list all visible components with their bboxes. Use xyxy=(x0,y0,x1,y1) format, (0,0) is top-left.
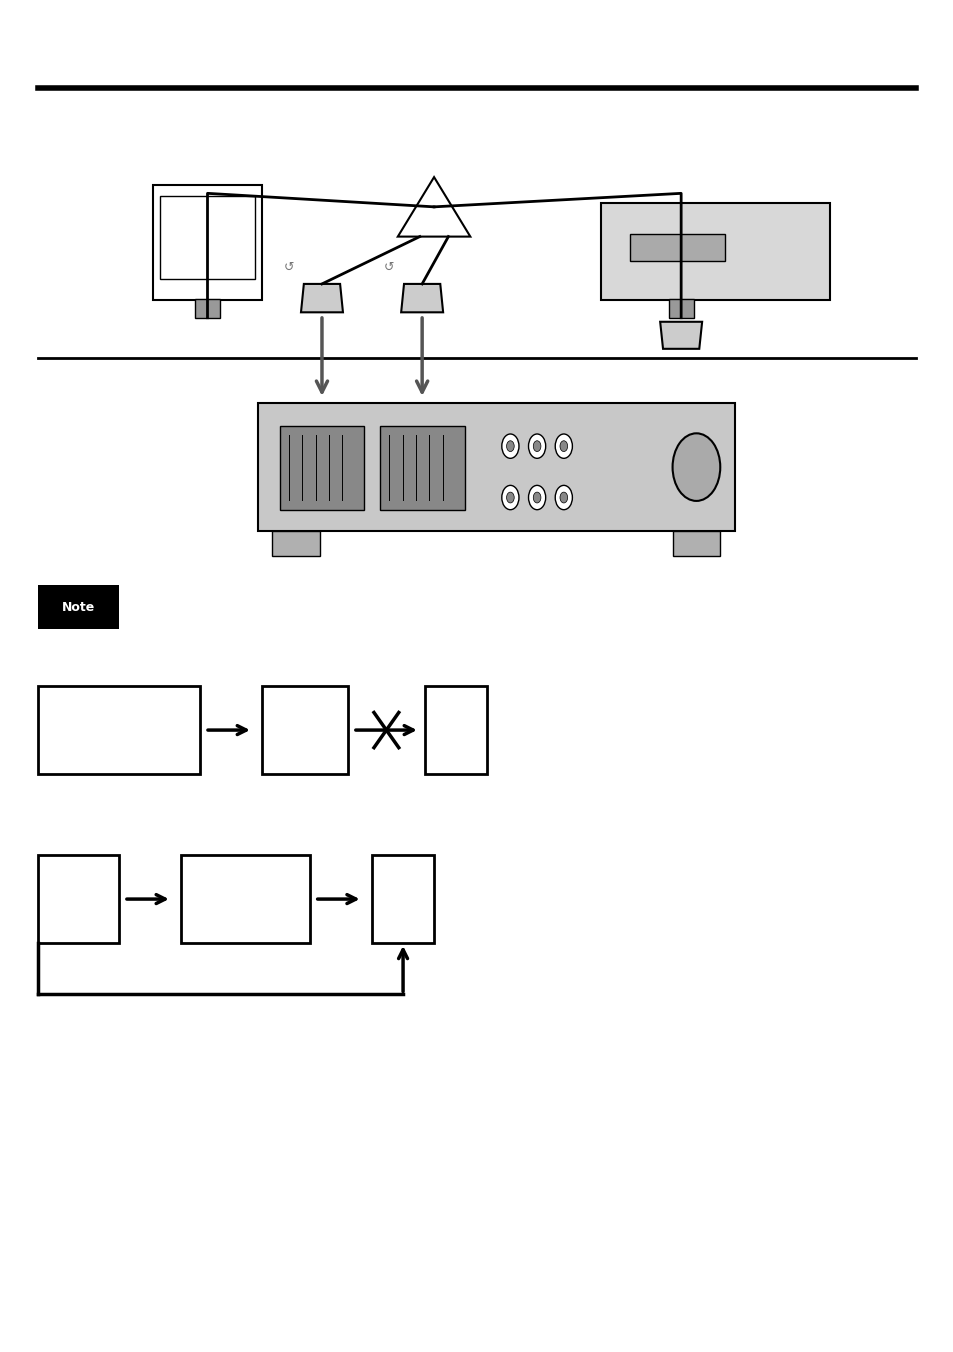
FancyBboxPatch shape xyxy=(257,403,734,531)
FancyBboxPatch shape xyxy=(668,299,693,318)
FancyBboxPatch shape xyxy=(372,856,434,944)
FancyBboxPatch shape xyxy=(379,426,464,510)
Polygon shape xyxy=(400,284,442,312)
FancyBboxPatch shape xyxy=(38,585,119,629)
Polygon shape xyxy=(397,177,470,237)
FancyBboxPatch shape xyxy=(672,531,720,556)
Circle shape xyxy=(559,492,567,503)
Text: ↺: ↺ xyxy=(383,261,394,274)
Circle shape xyxy=(506,441,514,452)
Polygon shape xyxy=(659,322,701,349)
Circle shape xyxy=(555,434,572,458)
Circle shape xyxy=(555,485,572,510)
Circle shape xyxy=(501,485,518,510)
Circle shape xyxy=(533,441,540,452)
Circle shape xyxy=(528,434,545,458)
Text: Note: Note xyxy=(62,600,95,614)
FancyBboxPatch shape xyxy=(424,687,486,773)
FancyBboxPatch shape xyxy=(272,531,319,556)
Circle shape xyxy=(501,434,518,458)
FancyBboxPatch shape xyxy=(279,426,364,510)
FancyBboxPatch shape xyxy=(600,203,829,300)
Text: ↺: ↺ xyxy=(283,261,294,274)
Polygon shape xyxy=(301,284,343,312)
FancyBboxPatch shape xyxy=(38,687,200,773)
FancyBboxPatch shape xyxy=(160,196,254,279)
FancyBboxPatch shape xyxy=(194,299,219,318)
FancyBboxPatch shape xyxy=(629,234,724,261)
FancyBboxPatch shape xyxy=(181,856,310,944)
Circle shape xyxy=(528,485,545,510)
Circle shape xyxy=(533,492,540,503)
Circle shape xyxy=(672,433,720,500)
Circle shape xyxy=(559,441,567,452)
FancyBboxPatch shape xyxy=(262,687,348,773)
Circle shape xyxy=(506,492,514,503)
FancyBboxPatch shape xyxy=(38,856,119,944)
FancyBboxPatch shape xyxy=(152,185,262,300)
